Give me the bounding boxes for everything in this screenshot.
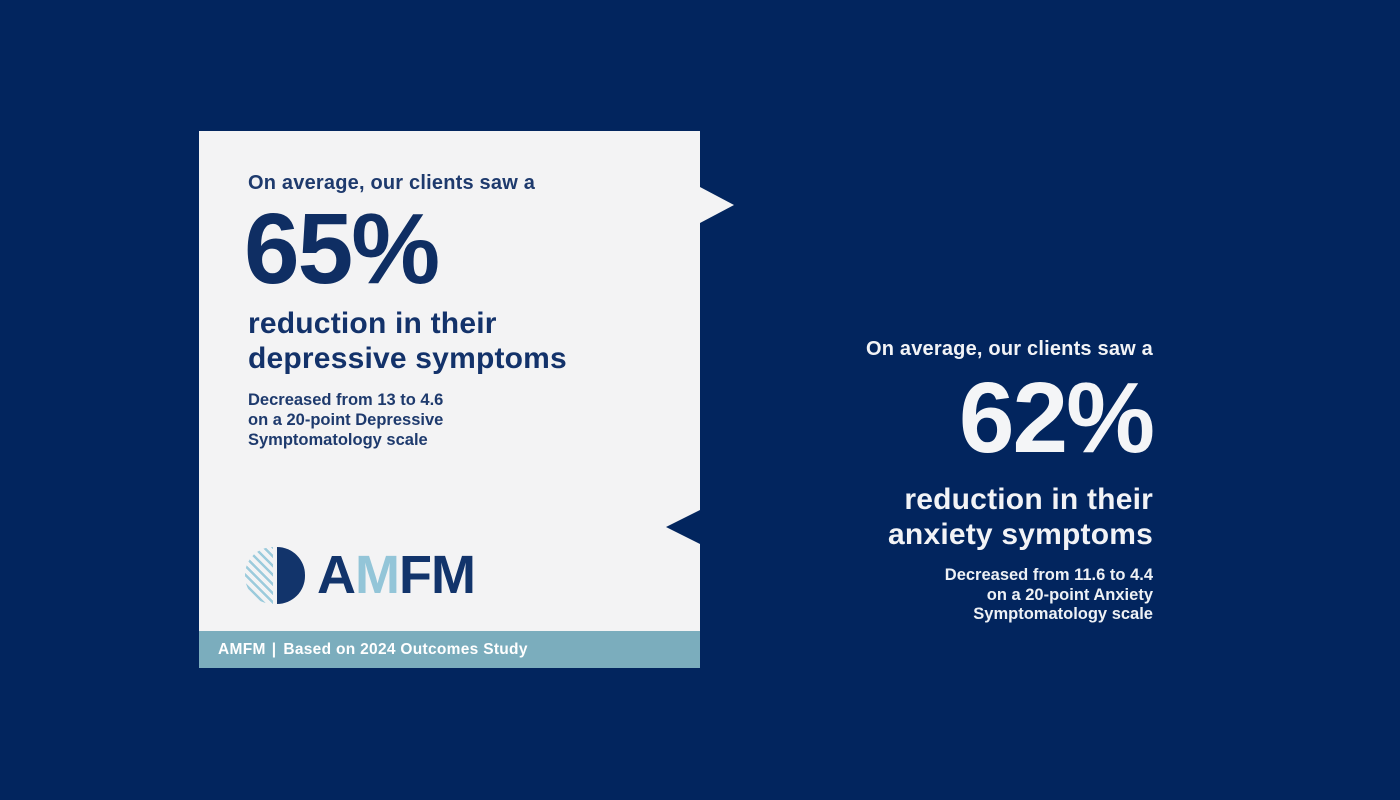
anxiety-to-value: 4.4	[1130, 566, 1153, 584]
wordmark-letter-m2: M	[430, 545, 476, 605]
banner-note: Based on 2024 Outcomes Study	[283, 640, 528, 658]
banner-separator: |	[271, 640, 277, 658]
amfm-wordmark: AMFM	[317, 545, 476, 605]
depression-to-value: 4.6	[420, 391, 444, 409]
logo-solid-half-icon	[277, 547, 305, 604]
wordmark-letter-f: F	[398, 545, 432, 605]
anxiety-headline: reduction in their anxiety symptoms	[723, 482, 1153, 552]
anxiety-stat-block: On average, our clients saw a 62% reduct…	[723, 338, 1155, 625]
depression-detail: Decreased from 13 to 4.6 on a 20-point D…	[248, 390, 443, 450]
anxiety-detail-line2: on a 20-point Anxiety	[986, 585, 1153, 604]
anxiety-detail-line3: Symptomatology scale	[973, 605, 1153, 623]
right-intro-text: On average, our clients saw a	[865, 338, 1153, 360]
source-banner: AMFM | Based on 2024 Outcomes Study	[199, 631, 700, 668]
depression-from-value: 13	[377, 391, 396, 409]
banner-brand: AMFM	[218, 640, 266, 658]
depression-detail-line3: Symptomatology scale	[248, 431, 428, 449]
amfm-logo: AMFM	[245, 545, 476, 605]
logo-hatched-half-icon	[245, 547, 273, 604]
depression-headline-line2: depressive symptoms	[248, 342, 567, 375]
background-tail-left-icon	[666, 510, 700, 544]
amfm-logo-mark-icon	[245, 547, 307, 604]
wordmark-letter-a: A	[317, 545, 356, 605]
depression-stat-card: On average, our clients saw a 65% reduct…	[199, 131, 700, 668]
anxiety-detail-line1: Decreased from 11.6 to 4.4	[944, 566, 1153, 584]
wordmark-letter-m1: M	[355, 545, 400, 605]
anxiety-detail: Decreased from 11.6 to 4.4 on a 20-point…	[723, 566, 1153, 625]
anxiety-stat-value: 62%	[958, 362, 1155, 474]
card-intro-text: On average, our clients saw a	[248, 172, 536, 194]
depression-detail-line2: on a 20-point Depressive	[248, 411, 444, 429]
anxiety-from-value: 11.6	[1074, 566, 1106, 584]
depression-headline: reduction in their depressive symptoms	[248, 306, 567, 376]
card-tail-right-icon	[700, 187, 734, 223]
depression-stat-value: 65%	[244, 193, 440, 305]
anxiety-headline-line2: anxiety symptoms	[888, 518, 1153, 551]
anxiety-headline-line1: reduction in their	[904, 483, 1153, 516]
depression-detail-line1: Decreased from 13 to 4.6	[248, 391, 444, 409]
depression-headline-line1: reduction in their	[248, 307, 497, 340]
